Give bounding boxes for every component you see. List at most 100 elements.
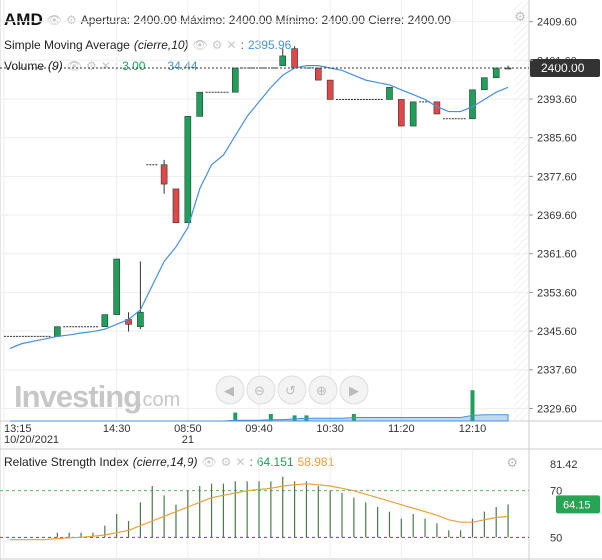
price-tick-label: 2369.60 [537, 210, 577, 222]
candle-body [160, 164, 168, 185]
current-price-label: 2400.00 [541, 61, 585, 75]
current-rsi-badge [556, 495, 600, 514]
ohlc-values: Apertura: 2400.00 Máximo: 2400.00 Mínimo… [80, 13, 451, 27]
candle-body [196, 91, 203, 117]
eye-icon[interactable]: 👁 [66, 59, 82, 73]
time-tick-sublabel: 21 [182, 434, 194, 446]
candle-body [398, 99, 405, 127]
gear-small-icon[interactable]: ⚙ [65, 13, 77, 27]
candle-body [315, 67, 322, 81]
watermark-brand: Investing [14, 379, 141, 414]
rsi-lines [9, 483, 509, 541]
candle [409, 101, 417, 127]
time-tick-label: 14:30 [103, 423, 131, 435]
zoom-out-button [246, 375, 276, 405]
candle [492, 67, 500, 78]
eye-icon[interactable]: 👁 [201, 455, 217, 469]
price-tick-label: 2353.60 [537, 287, 577, 299]
price-tick-label: 2361.60 [537, 249, 577, 261]
candle-body [101, 314, 109, 328]
candle [160, 159, 168, 194]
legend-rsi: Relative Strength Index (cierre,14,9) 👁 … [4, 455, 335, 469]
price-tick-label: 2345.60 [537, 326, 577, 338]
eye-icon[interactable]: 👁 [46, 13, 62, 27]
legend-main: AMD 👁 ⚙ Apertura: 2400.00 Máximo: 2400.0… [4, 10, 451, 30]
watermark-suffix: .com [137, 389, 180, 411]
price-tick-label: 2393.60 [537, 94, 577, 106]
sma-line [9, 65, 509, 350]
rsi-value-2: 58.981 [297, 455, 335, 469]
price-gridlines [0, 21, 529, 409]
close-icon[interactable]: ✕ [226, 38, 237, 52]
price-tick-label: 2377.60 [537, 171, 577, 183]
price-tick-label: 2385.60 [537, 133, 577, 145]
rsi-tick-label: 70 [550, 486, 562, 498]
candle [469, 89, 476, 120]
rsi-gridlines [0, 490, 529, 538]
gear-small-icon[interactable]: ⚙ [85, 59, 97, 73]
volume-bars [9, 390, 509, 422]
reset-icon: ↺ [285, 383, 296, 398]
rsi-settings-gear-icon[interactable]: ⚙ [506, 455, 518, 470]
candle [125, 312, 132, 332]
candle [279, 48, 287, 66]
candle-body [54, 326, 61, 337]
candlesticks [4, 46, 512, 337]
rsi-signal-path [9, 483, 509, 541]
gear-small-icon[interactable]: ⚙ [220, 455, 232, 469]
time-tick-label: 08:50 [174, 423, 202, 435]
eye-icon[interactable]: 👁 [192, 38, 208, 52]
current-price-line: 2400.00 [0, 59, 600, 78]
candle-body [279, 55, 287, 66]
candle-body [291, 48, 298, 69]
candle-body [409, 101, 417, 127]
reset-button [277, 375, 307, 405]
candle [101, 314, 109, 328]
scroll-left-button [215, 375, 245, 405]
candle [291, 46, 298, 69]
time-tick-label: 13:15 [4, 423, 32, 435]
volume-value-1: 3.00 [122, 59, 146, 73]
close-icon[interactable]: ✕ [100, 59, 111, 73]
scroll-right-icon: ▶ [349, 383, 359, 398]
candle [196, 91, 203, 117]
candle [137, 261, 144, 330]
rsi-histogram [56, 476, 509, 538]
time-tick-label: 09:40 [245, 423, 273, 435]
candle-body [469, 89, 476, 120]
volume-bar [268, 414, 273, 421]
time-tick-sublabel: 10/20/2021 [4, 434, 59, 446]
candle-body [172, 188, 180, 224]
candle-body [137, 311, 144, 328]
time-tick-label: 10:30 [316, 423, 344, 435]
volume-value-2: 34.44 [167, 59, 198, 73]
candle-body [481, 77, 488, 91]
candle [326, 79, 334, 100]
candle [398, 99, 405, 127]
scroll-right-button [339, 375, 369, 405]
volume-label: Volume [4, 59, 45, 73]
volume-average-area [9, 414, 509, 422]
close-icon[interactable]: ✕ [235, 455, 246, 469]
sma-params: (cierre,10) [133, 38, 189, 52]
rsi-tick-label: 50 [550, 532, 562, 544]
candle [113, 258, 120, 315]
rsi-tick-label: 81.42 [550, 459, 578, 471]
investing-watermark: Investing .com [14, 379, 180, 414]
zoom-out-icon: ⊖ [254, 383, 265, 398]
zoom-in-button [308, 375, 338, 405]
candle-body [326, 79, 334, 100]
price-tick-label: 2409.60 [537, 17, 577, 29]
rsi-value-1: 64.151 [256, 455, 294, 469]
price-tick-label: 2329.60 [537, 403, 577, 415]
price-axis: 2409.60 2401.60 2393.60 2385.60 2377.60 2369.… [529, 17, 577, 415]
rsi-params: (cierre,14,9) [132, 455, 198, 469]
volume-bar [470, 390, 475, 421]
current-price-badge [530, 59, 600, 78]
candle-body [386, 87, 393, 100]
current-rsi-label: 64.15 [563, 499, 591, 511]
volume-params: (9) [48, 59, 63, 73]
gear-small-icon[interactable]: ⚙ [211, 38, 223, 52]
